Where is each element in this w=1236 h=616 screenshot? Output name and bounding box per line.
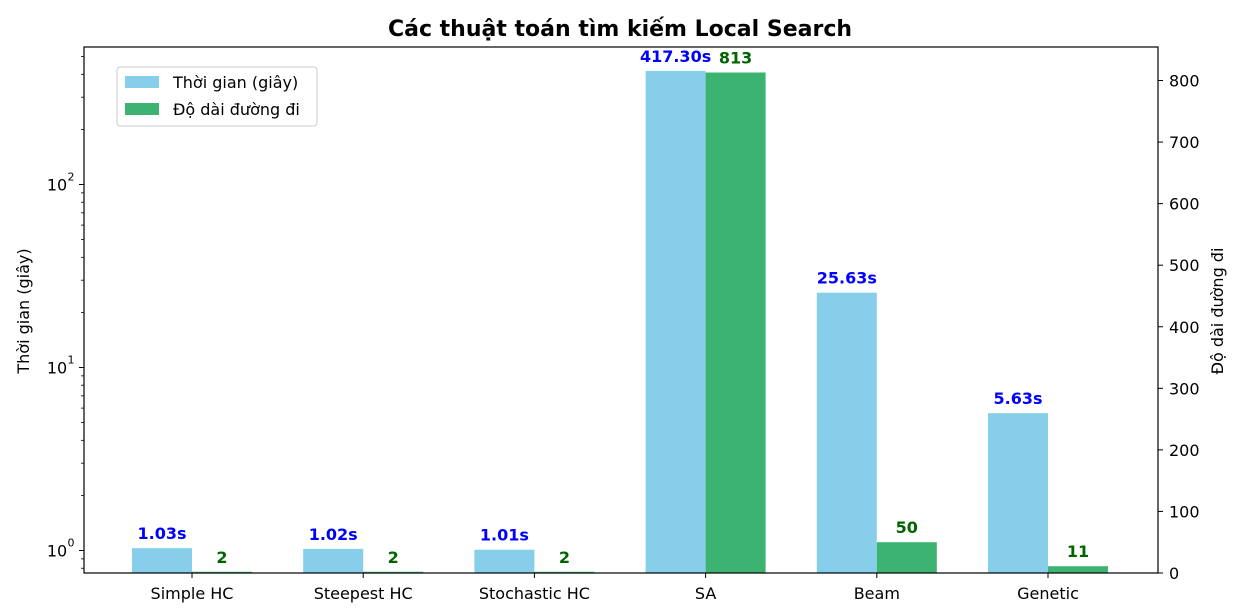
y-right-tick-label: 500: [1169, 256, 1200, 275]
plot-frame: [83, 46, 1159, 574]
y-right-tick-label: 800: [1169, 72, 1200, 91]
y-axis-left-label: Thời gian (giây): [14, 248, 33, 374]
bar-time: [645, 70, 706, 573]
y-left-tick-exponent: 1: [68, 354, 75, 367]
y-right-tick-label: 600: [1169, 195, 1200, 214]
legend: Thời gian (giây) Độ dài đường đi: [116, 66, 318, 127]
y-axis-right-label: Độ dài đường đi: [1208, 248, 1227, 375]
data-label-time: 5.63s: [994, 389, 1043, 408]
y-right-tick-label: 0: [1169, 564, 1179, 583]
y-left-tick-exponent: 2: [68, 171, 75, 184]
data-label-length: 11: [1067, 542, 1089, 561]
plot-area: 1.03s 2 1.02s 2 1.01s 2 417.30s 813 25.63s 50 5.63…: [47, 46, 1200, 603]
data-label-time: 25.63s: [817, 269, 877, 288]
y-left-tick-label: 10: [47, 176, 67, 195]
y-right-tick-label: 100: [1169, 502, 1200, 521]
bar-length: [192, 571, 252, 573]
x-tick-label: Genetic: [1017, 584, 1079, 603]
x-tick-label: Steepest HC: [314, 584, 413, 603]
y-left-tick-exponent: 0: [68, 537, 75, 550]
bar-time: [816, 292, 877, 573]
bar-time: [132, 548, 192, 573]
data-label-length: 2: [388, 548, 399, 567]
data-label-time: 1.02s: [309, 525, 358, 544]
bar-length: [1048, 566, 1108, 573]
y-left-tick-label: 10: [47, 542, 67, 561]
y-left-tick-label: 10: [47, 359, 67, 378]
x-tick-label: Stochastic HC: [479, 584, 590, 603]
bar-length: [876, 542, 937, 573]
x-tick-label: Beam: [854, 584, 900, 603]
data-label-time: 1.03s: [138, 524, 187, 543]
bar-length: [363, 571, 424, 573]
bar-length: [705, 72, 766, 573]
x-tick-label: SA: [695, 584, 716, 603]
legend-swatch: [125, 76, 159, 88]
legend-label: Thời gian (giây): [172, 73, 298, 92]
bar-time: [303, 548, 364, 573]
bar-time: [474, 549, 535, 573]
data-label-length: 50: [896, 518, 918, 537]
bar-time: [988, 413, 1048, 573]
y-right-tick-label: 300: [1169, 379, 1200, 398]
data-label-time: 1.01s: [480, 526, 529, 545]
chart-title: Các thuật toán tìm kiếm Local Search: [388, 17, 852, 42]
data-label-length: 813: [719, 48, 752, 67]
legend-swatch: [125, 103, 159, 115]
bar-length: [534, 571, 595, 573]
y-right-tick-label: 400: [1169, 318, 1200, 337]
y-right-tick-label: 700: [1169, 133, 1200, 152]
x-tick-label: Simple HC: [151, 584, 234, 603]
data-label-length: 2: [216, 548, 227, 567]
data-label-length: 2: [559, 548, 570, 567]
data-label-time: 417.30s: [640, 47, 711, 66]
y-right-tick-label: 200: [1169, 441, 1200, 460]
legend-label: Độ dài đường đi: [173, 100, 300, 119]
legend-box: [116, 66, 318, 127]
